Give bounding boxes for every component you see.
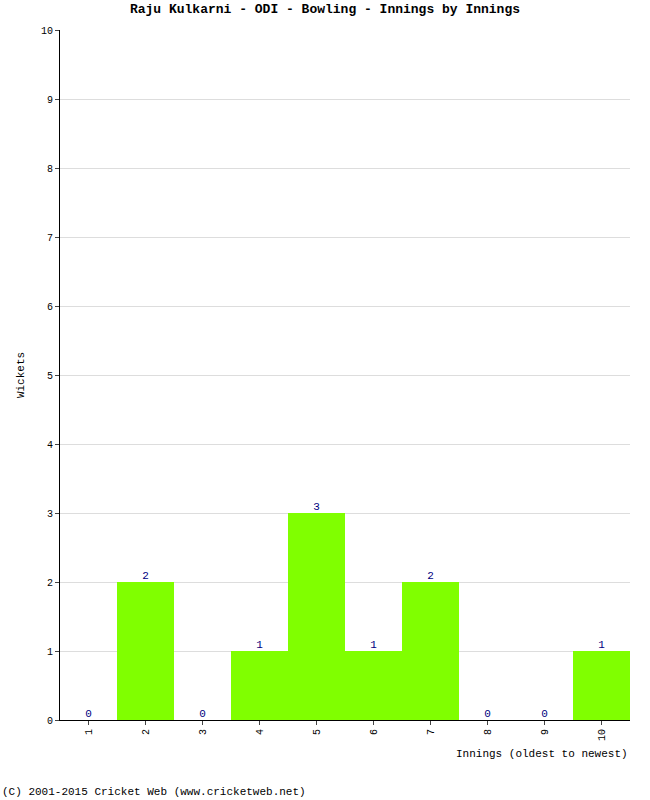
svg-text:2: 2 <box>141 729 152 735</box>
svg-text:5: 5 <box>47 371 53 382</box>
svg-text:1: 1 <box>370 639 377 651</box>
svg-text:10: 10 <box>597 729 608 741</box>
svg-text:4: 4 <box>47 440 53 451</box>
svg-text:8: 8 <box>47 164 53 175</box>
svg-text:1: 1 <box>256 639 263 651</box>
svg-text:0: 0 <box>199 708 206 720</box>
svg-text:9: 9 <box>540 729 551 735</box>
svg-text:(C) 2001-2015 Cricket Web (www: (C) 2001-2015 Cricket Web (www.cricketwe… <box>2 786 306 798</box>
svg-text:7: 7 <box>47 233 53 244</box>
svg-text:3: 3 <box>47 509 53 520</box>
svg-text:2: 2 <box>427 570 434 582</box>
svg-text:3: 3 <box>313 501 320 513</box>
svg-text:7: 7 <box>426 729 437 735</box>
svg-text:4: 4 <box>255 729 266 735</box>
svg-text:0: 0 <box>484 708 491 720</box>
svg-text:0: 0 <box>47 716 53 727</box>
svg-text:8: 8 <box>483 729 494 735</box>
svg-text:1: 1 <box>47 647 53 658</box>
svg-text:5: 5 <box>312 729 323 735</box>
svg-text:Raju Kulkarni - ODI - Bowling: Raju Kulkarni - ODI - Bowling - Innings … <box>130 2 520 17</box>
svg-text:1: 1 <box>598 639 605 651</box>
svg-text:10: 10 <box>41 26 53 37</box>
svg-text:2: 2 <box>47 578 53 589</box>
svg-text:Innings (oldest to newest): Innings (oldest to newest) <box>456 748 628 760</box>
svg-text:Wickets: Wickets <box>15 352 27 398</box>
svg-text:0: 0 <box>541 708 548 720</box>
svg-text:6: 6 <box>47 302 53 313</box>
svg-text:2: 2 <box>142 570 149 582</box>
svg-text:0: 0 <box>85 708 92 720</box>
svg-text:3: 3 <box>198 729 209 735</box>
svg-text:9: 9 <box>47 95 53 106</box>
svg-text:6: 6 <box>369 729 380 735</box>
svg-text:1: 1 <box>84 729 95 735</box>
